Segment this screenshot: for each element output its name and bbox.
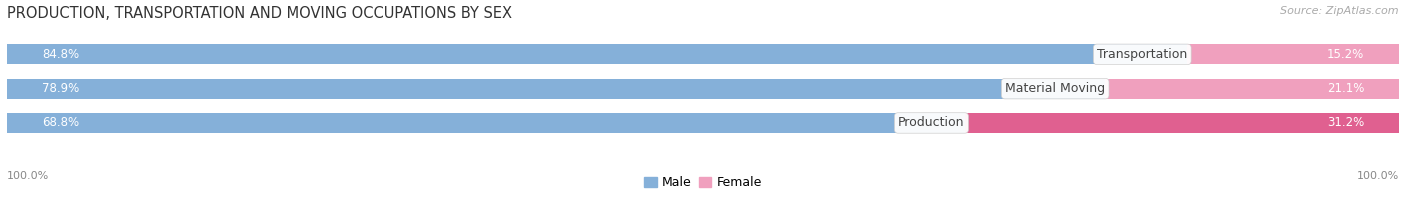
- Bar: [7, 79, 1105, 99]
- Text: 21.1%: 21.1%: [1327, 82, 1364, 95]
- Text: 68.8%: 68.8%: [42, 116, 79, 129]
- Bar: [7, 44, 1188, 64]
- Text: 78.9%: 78.9%: [42, 82, 79, 95]
- Bar: [7, 79, 1399, 99]
- Text: 84.8%: 84.8%: [42, 48, 79, 61]
- Text: 100.0%: 100.0%: [1357, 171, 1399, 181]
- Text: Source: ZipAtlas.com: Source: ZipAtlas.com: [1281, 6, 1399, 16]
- Bar: [7, 113, 1399, 133]
- Text: 31.2%: 31.2%: [1327, 116, 1364, 129]
- Legend: Male, Female: Male, Female: [640, 171, 766, 194]
- Text: Material Moving: Material Moving: [1005, 82, 1105, 95]
- Bar: [965, 113, 1399, 133]
- Text: Production: Production: [898, 116, 965, 129]
- Bar: [1105, 79, 1399, 99]
- Bar: [7, 44, 1399, 64]
- Bar: [1188, 44, 1399, 64]
- Bar: [7, 113, 965, 133]
- Text: 100.0%: 100.0%: [7, 171, 49, 181]
- Text: Transportation: Transportation: [1097, 48, 1188, 61]
- Text: PRODUCTION, TRANSPORTATION AND MOVING OCCUPATIONS BY SEX: PRODUCTION, TRANSPORTATION AND MOVING OC…: [7, 6, 512, 21]
- Text: 15.2%: 15.2%: [1327, 48, 1364, 61]
